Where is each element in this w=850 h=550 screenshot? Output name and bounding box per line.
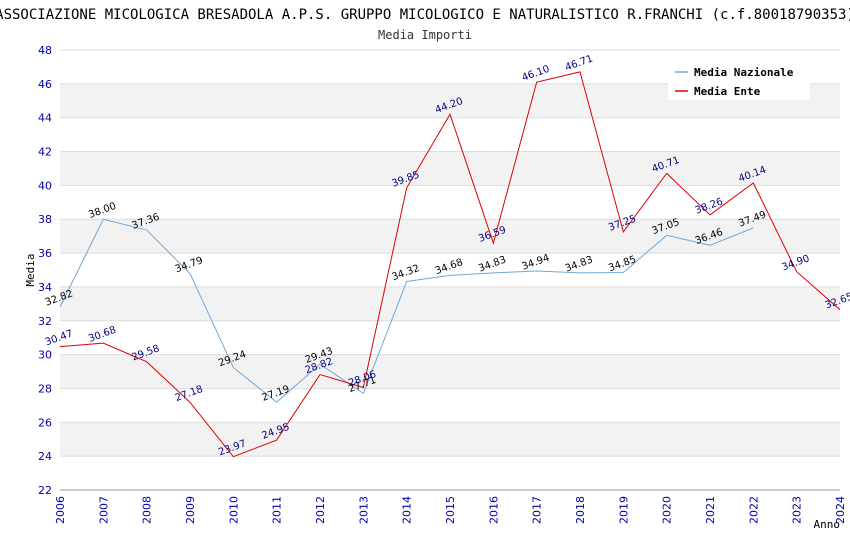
x-tick-label: 2022 xyxy=(747,496,760,524)
grid-band xyxy=(60,354,840,389)
x-tick-label: 2009 xyxy=(184,496,197,524)
chart-subtitle: Media Importi xyxy=(378,28,472,42)
y-tick-label: 40 xyxy=(38,179,52,192)
data-label-media-nazionale: 34.83 xyxy=(564,254,595,274)
x-tick-label: 2024 xyxy=(834,496,847,524)
data-label-media-nazionale: 34.68 xyxy=(434,257,465,277)
x-axis-ticks: 2006 2007 2008 2009 2010 2011 2012 2013 2014 2015… xyxy=(54,496,847,524)
grid-band xyxy=(60,286,840,321)
series-lines xyxy=(59,71,841,458)
x-tick-label: 2012 xyxy=(314,496,327,524)
x-tick-label: 2023 xyxy=(791,496,804,524)
y-tick-label: 44 xyxy=(38,112,52,125)
legend-box xyxy=(668,58,810,100)
x-tick-label: 2018 xyxy=(574,496,587,524)
y-tick-label: 32 xyxy=(38,315,52,328)
series-line-media-nazionale xyxy=(59,218,754,403)
y-tick-label: 30 xyxy=(38,349,52,362)
data-label-media-nazionale: 34.85 xyxy=(607,254,638,274)
x-tick-label: 2008 xyxy=(141,496,154,524)
x-tick-label: 2007 xyxy=(97,496,110,524)
x-tick-label: 2006 xyxy=(54,496,67,524)
y-tick-label: 36 xyxy=(38,247,52,260)
data-label-media-nazionale: 38.00 xyxy=(87,201,118,221)
grid-band xyxy=(60,422,840,457)
y-axis-ticks: 22 24 26 28 30 32 34 36 38 40 42 44 46 48 xyxy=(38,44,52,497)
y-axis-label: Media xyxy=(24,253,37,286)
data-label-media-ente: 46.71 xyxy=(564,53,595,73)
x-tick-label: 2020 xyxy=(661,496,674,524)
y-tick-label: 22 xyxy=(38,484,52,497)
grid-bands xyxy=(60,83,840,457)
legend-label-media-ente: Media Ente xyxy=(694,85,761,98)
chart-title: ASSOCIAZIONE MICOLOGICA BRESADOLA A.P.S.… xyxy=(0,7,850,23)
x-tick-label: 2017 xyxy=(531,496,544,524)
x-tick-label: 2019 xyxy=(617,496,630,524)
data-label-media-ente: 30.68 xyxy=(87,325,118,345)
x-axis-label: Anno xyxy=(814,518,841,531)
x-tick-label: 2014 xyxy=(401,496,414,524)
y-tick-label: 26 xyxy=(38,416,52,429)
data-label-media-ente: 46.10 xyxy=(520,64,551,84)
y-tick-label: 48 xyxy=(38,44,52,57)
series-line-media-ente xyxy=(59,71,841,458)
legend: Media Nazionale Media Ente xyxy=(668,58,810,100)
y-tick-label: 34 xyxy=(38,281,52,294)
y-tick-label: 28 xyxy=(38,382,52,395)
grid-band xyxy=(60,219,840,254)
legend-label-media-nazionale: Media Nazionale xyxy=(694,66,794,79)
x-tick-label: 2021 xyxy=(704,496,717,524)
x-tick-label: 2015 xyxy=(444,496,457,524)
y-tick-label: 24 xyxy=(38,450,52,463)
data-label-media-nazionale: 34.83 xyxy=(477,254,508,274)
y-tick-label: 42 xyxy=(38,146,52,159)
x-tick-label: 2010 xyxy=(227,496,240,524)
x-tick-label: 2011 xyxy=(271,496,284,524)
y-tick-label: 46 xyxy=(38,78,52,91)
x-tick-label: 2013 xyxy=(357,496,370,524)
x-tick-label: 2016 xyxy=(487,496,500,524)
y-tick-label: 38 xyxy=(38,213,52,226)
grid-band xyxy=(60,151,840,186)
data-label-media-nazionale: 34.94 xyxy=(520,253,551,273)
